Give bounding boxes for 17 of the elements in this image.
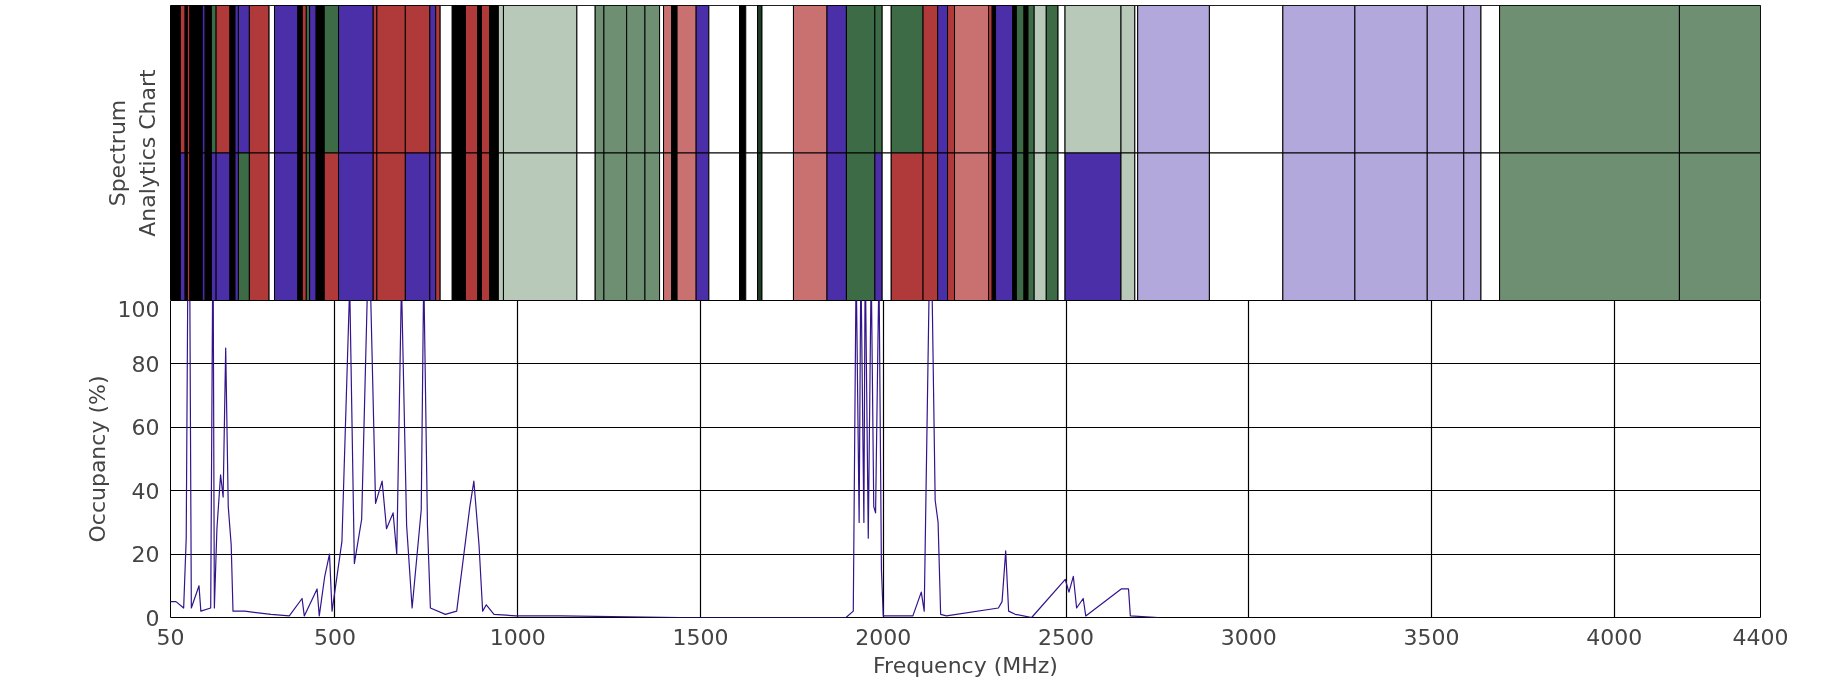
x-tick-label: 2000: [855, 624, 912, 650]
x-tick-label: 1000: [489, 624, 546, 650]
x-tick-label: 1500: [672, 624, 729, 650]
y-tick-label: 60: [131, 415, 160, 441]
y-tick-label: 40: [131, 478, 160, 504]
x-tick-label: 4400: [1732, 624, 1789, 650]
x-tick-label: 3500: [1403, 624, 1460, 650]
x-tick-label: 500: [313, 624, 356, 650]
y-axis-title: Spectrum Analytics Chart: [104, 68, 160, 237]
x-tick-label: 2500: [1038, 624, 1095, 650]
y-tick-label: 20: [131, 542, 160, 568]
x-tick-label: 4000: [1586, 624, 1643, 650]
y-tick-label: 80: [131, 351, 160, 377]
y-tick-label: 100: [117, 296, 160, 322]
x-axis-title: Frequency (MHz): [873, 652, 1058, 678]
y-axis-title: Occupancy (%): [84, 375, 110, 543]
x-tick-label: 3000: [1220, 624, 1277, 650]
